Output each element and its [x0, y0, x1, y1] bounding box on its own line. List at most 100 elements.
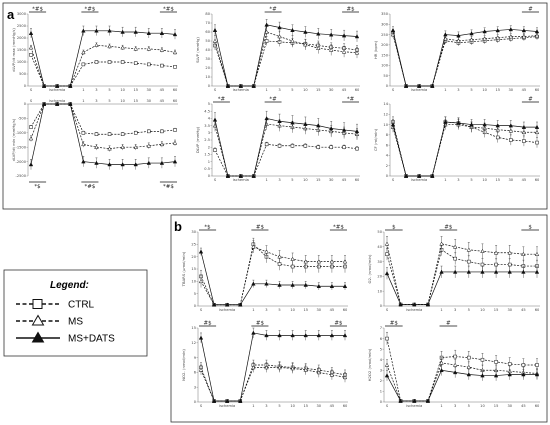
y-tick-label: 300 — [381, 22, 389, 26]
legend-triangle-icon — [31, 314, 45, 326]
data-point — [452, 244, 458, 249]
data-point — [198, 335, 204, 340]
data-point — [81, 28, 86, 33]
data-point — [198, 367, 204, 372]
data-point — [466, 364, 472, 369]
series-line — [386, 273, 428, 305]
x-tick-label: 3 — [457, 178, 459, 182]
y-tick-label: 1 — [208, 160, 210, 164]
data-point — [316, 333, 322, 338]
data-point — [94, 132, 99, 136]
significance-label: *# — [218, 97, 226, 103]
x-tick-label: S — [386, 404, 389, 408]
data-point — [412, 302, 417, 307]
data-point — [94, 60, 99, 64]
data-point — [213, 148, 217, 152]
x-tick-label: S — [30, 88, 33, 92]
y-axis-label: dLVP/dt min (mmHg/s) — [11, 118, 16, 161]
data-point — [425, 302, 431, 307]
data-point — [212, 117, 218, 122]
significance-label: #$ — [203, 321, 212, 327]
x-tick-label: 60 — [535, 404, 540, 408]
x-tick-label: 45 — [521, 404, 526, 408]
y-tick-label: 70 — [205, 21, 210, 25]
data-point — [456, 120, 461, 125]
y-tick-label: 3 — [380, 368, 382, 372]
data-point — [303, 259, 308, 264]
data-point — [453, 354, 457, 359]
x-tick-label: 60 — [535, 178, 540, 182]
data-point — [290, 38, 295, 43]
y-tick-label: 1.5 — [204, 153, 210, 157]
data-point — [425, 398, 431, 403]
y-tick-label: 30 — [205, 57, 210, 61]
data-point — [534, 372, 540, 377]
y-tick-label: 0.5 — [204, 167, 210, 171]
significance-label: *# — [269, 7, 277, 13]
data-point — [384, 241, 390, 246]
data-point — [521, 28, 527, 33]
x-tick-label: 10 — [482, 178, 487, 182]
series-ms-dats — [212, 110, 360, 178]
y-tick-label: 1500 — [17, 48, 27, 52]
data-point — [329, 372, 335, 377]
x-tick-label: 1 — [440, 404, 442, 408]
y-axis-label: DLVP (mmHg) — [195, 126, 200, 153]
data-point — [522, 139, 526, 143]
x-tick-label: 30 — [329, 88, 334, 92]
significance-label: #$ — [346, 7, 355, 13]
x-tick-label: S — [30, 99, 33, 103]
data-point — [452, 370, 458, 375]
data-point — [443, 119, 448, 124]
significance-label: *#$ — [32, 7, 43, 13]
data-point — [482, 122, 487, 127]
data-point — [480, 357, 485, 362]
data-point — [480, 373, 485, 378]
data-point — [354, 129, 360, 134]
data-point — [469, 31, 474, 36]
data-point — [238, 302, 243, 307]
data-point — [303, 121, 308, 126]
data-point — [480, 248, 485, 253]
significance-label: *#$ — [84, 184, 95, 190]
x-tick-label: 3 — [265, 308, 267, 312]
x-tick-label: S — [386, 308, 389, 312]
data-point — [521, 363, 526, 367]
y-tick-label: 0 — [386, 84, 389, 88]
x-tick-label: 5 — [468, 308, 470, 312]
data-point — [264, 142, 269, 147]
data-point — [28, 45, 34, 50]
data-point — [466, 372, 472, 377]
y-tick-label: -500 — [18, 117, 27, 121]
x-tick-label: 30 — [329, 178, 334, 182]
data-point — [290, 256, 295, 261]
data-point — [329, 259, 335, 264]
series-line — [69, 61, 176, 87]
series-line — [214, 30, 254, 87]
y-tick-label: 50 — [377, 230, 382, 234]
data-point — [507, 262, 512, 267]
significance-label: # — [528, 7, 533, 13]
x-tick-label: 10 — [482, 88, 487, 92]
data-point — [482, 29, 487, 34]
data-point — [403, 173, 409, 178]
significance-label: #$ — [334, 321, 343, 327]
x-tick-label: 60 — [535, 308, 540, 312]
significance-label: *# — [269, 97, 277, 103]
data-point — [398, 398, 403, 403]
legend-label: MS — [68, 317, 83, 328]
data-point — [120, 162, 125, 167]
legend-box — [3, 269, 148, 357]
data-point — [225, 173, 231, 178]
data-point — [290, 333, 295, 338]
data-point — [342, 259, 348, 264]
data-point — [303, 29, 308, 34]
y-tick-label: 3000 — [17, 12, 27, 16]
data-point — [355, 146, 359, 151]
data-point — [316, 283, 322, 289]
x-tick-label: 15 — [494, 308, 499, 312]
data-point — [403, 83, 409, 88]
data-point — [303, 333, 308, 338]
x-tick-label: S — [214, 178, 217, 182]
x-tick-label: 1 — [444, 88, 446, 92]
